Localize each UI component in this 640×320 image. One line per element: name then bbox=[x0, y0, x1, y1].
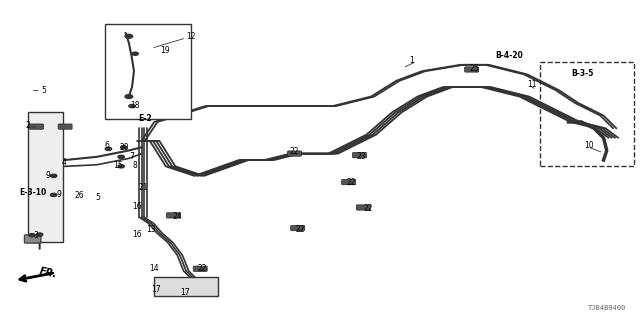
Text: B-3-5: B-3-5 bbox=[572, 69, 594, 78]
FancyBboxPatch shape bbox=[166, 213, 180, 218]
Text: B-4-20: B-4-20 bbox=[495, 52, 523, 60]
FancyBboxPatch shape bbox=[29, 124, 44, 129]
Text: 22: 22 bbox=[296, 225, 305, 234]
Circle shape bbox=[105, 147, 111, 150]
Text: 9: 9 bbox=[46, 171, 51, 180]
Circle shape bbox=[51, 174, 57, 178]
FancyBboxPatch shape bbox=[24, 235, 41, 243]
Text: 19: 19 bbox=[161, 46, 170, 55]
Circle shape bbox=[118, 165, 124, 168]
Text: 5: 5 bbox=[41, 86, 46, 95]
Bar bbox=[28, 112, 63, 243]
Circle shape bbox=[120, 146, 127, 149]
Text: 21: 21 bbox=[138, 183, 148, 192]
Text: E-3-10: E-3-10 bbox=[19, 188, 47, 197]
Text: 4: 4 bbox=[62, 158, 67, 167]
FancyBboxPatch shape bbox=[465, 67, 479, 72]
Text: 22: 22 bbox=[198, 264, 207, 273]
Text: 7: 7 bbox=[129, 152, 134, 161]
FancyBboxPatch shape bbox=[356, 205, 371, 210]
Text: 3: 3 bbox=[33, 231, 38, 240]
Text: 24: 24 bbox=[172, 212, 182, 221]
Text: 17: 17 bbox=[151, 285, 161, 294]
Text: 13: 13 bbox=[147, 225, 156, 234]
Text: 12: 12 bbox=[186, 32, 196, 41]
Text: 22: 22 bbox=[364, 204, 373, 213]
Text: 2: 2 bbox=[26, 121, 30, 130]
Circle shape bbox=[118, 155, 124, 158]
Circle shape bbox=[125, 95, 132, 99]
Circle shape bbox=[132, 52, 138, 55]
Text: TJB4B0400: TJB4B0400 bbox=[588, 305, 626, 311]
Text: FR.: FR. bbox=[38, 266, 58, 279]
FancyBboxPatch shape bbox=[193, 266, 207, 271]
Text: 22: 22 bbox=[347, 178, 356, 187]
Text: 14: 14 bbox=[149, 264, 159, 273]
Text: 9: 9 bbox=[56, 190, 61, 199]
Circle shape bbox=[129, 105, 135, 108]
Text: 17: 17 bbox=[180, 288, 189, 297]
Bar bbox=[104, 24, 191, 119]
Text: 15: 15 bbox=[113, 161, 122, 170]
Text: 8: 8 bbox=[132, 161, 137, 170]
Text: 6: 6 bbox=[104, 140, 109, 149]
Text: 11: 11 bbox=[527, 80, 536, 89]
Circle shape bbox=[29, 234, 35, 237]
Text: 16: 16 bbox=[132, 230, 141, 239]
Text: 16: 16 bbox=[132, 203, 141, 212]
Text: 18: 18 bbox=[130, 101, 140, 110]
Text: 22: 22 bbox=[289, 147, 299, 156]
Circle shape bbox=[125, 34, 132, 38]
Text: 25: 25 bbox=[470, 64, 479, 73]
FancyBboxPatch shape bbox=[291, 226, 305, 231]
FancyBboxPatch shape bbox=[342, 180, 356, 185]
Text: 10: 10 bbox=[584, 141, 594, 150]
FancyBboxPatch shape bbox=[58, 124, 72, 129]
Text: 26: 26 bbox=[75, 191, 84, 200]
Text: E-2: E-2 bbox=[138, 114, 152, 123]
Circle shape bbox=[51, 193, 57, 196]
Bar bbox=[154, 277, 218, 296]
FancyBboxPatch shape bbox=[353, 153, 367, 158]
FancyBboxPatch shape bbox=[287, 151, 301, 156]
Text: 20: 20 bbox=[119, 143, 129, 152]
Text: 5: 5 bbox=[96, 193, 100, 202]
Bar bbox=[540, 62, 634, 166]
Circle shape bbox=[36, 233, 43, 236]
Text: 1: 1 bbox=[409, 56, 414, 65]
Text: 23: 23 bbox=[357, 152, 367, 161]
